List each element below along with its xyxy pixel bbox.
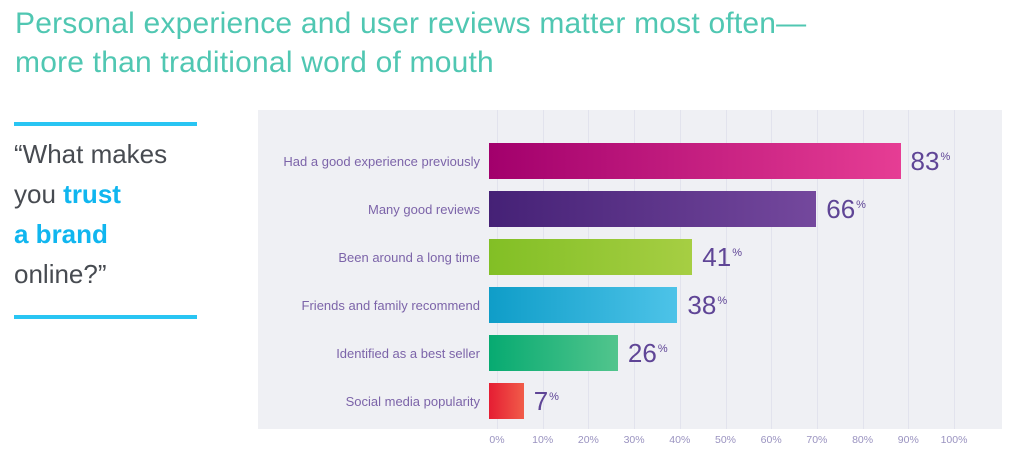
x-tick-label: 60% [760, 434, 782, 446]
category-label: Had a good experience previously [283, 153, 480, 169]
bar-row: Social media popularity 7% [258, 377, 1002, 425]
value-label: 7% [533, 386, 559, 416]
bar [489, 191, 817, 227]
gridline [725, 110, 727, 429]
bar [489, 383, 524, 419]
bottom-rule-divider [14, 315, 197, 319]
bar [489, 287, 678, 323]
title-line-1: Personal experience and user reviews mat… [15, 7, 807, 40]
x-tick-label: 10% [532, 434, 554, 446]
bar-track: 66% [489, 191, 946, 227]
value-label: 26% [627, 338, 668, 368]
x-tick-label: 50% [714, 434, 737, 446]
gridline [908, 110, 910, 429]
value-label: 83% [910, 146, 951, 176]
category-label: Social media popularity [345, 393, 480, 409]
quote-highlight-a-brand: a brand [14, 219, 108, 249]
bar-track: 26% [489, 335, 946, 371]
bar-row: Been around a long time 41% [258, 233, 1002, 281]
value-label: 41% [702, 242, 742, 272]
x-tick-label: 30% [623, 434, 645, 446]
quote-line-1: “What makes [14, 139, 168, 169]
x-axis-ticks: 0% 10% 20% 30% 40% 50% 60% 70% 80% 90% 100% [489, 434, 967, 448]
percent-sign: % [549, 391, 559, 403]
x-tick-label: 0% [489, 434, 505, 446]
quote-line-4: online?” [14, 259, 107, 289]
gridline [862, 110, 864, 429]
percent-sign: % [940, 151, 951, 163]
category-label: Friends and family recommend [301, 297, 480, 313]
value-label: 66% [826, 194, 866, 224]
x-tick-label: 20% [577, 434, 599, 446]
quote-block: “What makes you trust a brand online?” [14, 122, 197, 319]
bar-chart-panel: Had a good experience previously 83% Many … [258, 110, 1002, 429]
quote-line-2-prefix: you [14, 179, 64, 209]
bar [489, 239, 693, 275]
bar-track: 7% [489, 383, 946, 419]
percent-sign: % [732, 247, 742, 259]
gridline [954, 110, 955, 429]
bar-track: 83% [489, 143, 950, 179]
percent-sign: % [657, 343, 668, 355]
x-tick-label: 90% [897, 434, 919, 446]
bar-row: Identified as a best seller 26% [258, 329, 1002, 377]
bar-rows: Had a good experience previously 83% Many … [258, 137, 1002, 425]
bar-track: 41% [489, 239, 946, 275]
value-label: 38% [687, 290, 728, 320]
quote-text: “What makes you trust a brand online?” [14, 134, 197, 294]
bar [489, 143, 901, 179]
gridline [771, 110, 773, 429]
page-title: Personal experience and user reviews mat… [15, 4, 806, 82]
x-tick-label: 40% [669, 434, 691, 446]
title-line-2: more than traditional word of mouth [15, 46, 494, 79]
percent-sign: % [717, 295, 728, 307]
top-rule-divider [14, 122, 197, 126]
percent-sign: % [856, 199, 866, 211]
category-label: Identified as a best seller [336, 345, 480, 361]
bar-row: Friends and family recommend 38% [258, 281, 1002, 329]
bar [489, 335, 618, 371]
gridline [816, 110, 818, 429]
x-tick-label: 80% [852, 434, 874, 446]
x-tick-label: 100% [940, 434, 968, 446]
category-label: Many good reviews [368, 201, 480, 217]
bar-row: Many good reviews 66% [258, 185, 1002, 233]
x-tick-label: 70% [806, 434, 828, 446]
bar-row: Had a good experience previously 83% [258, 137, 1002, 185]
category-label: Been around a long time [338, 249, 480, 265]
bar-track: 38% [489, 287, 946, 323]
quote-highlight-trust: trust [63, 179, 121, 209]
